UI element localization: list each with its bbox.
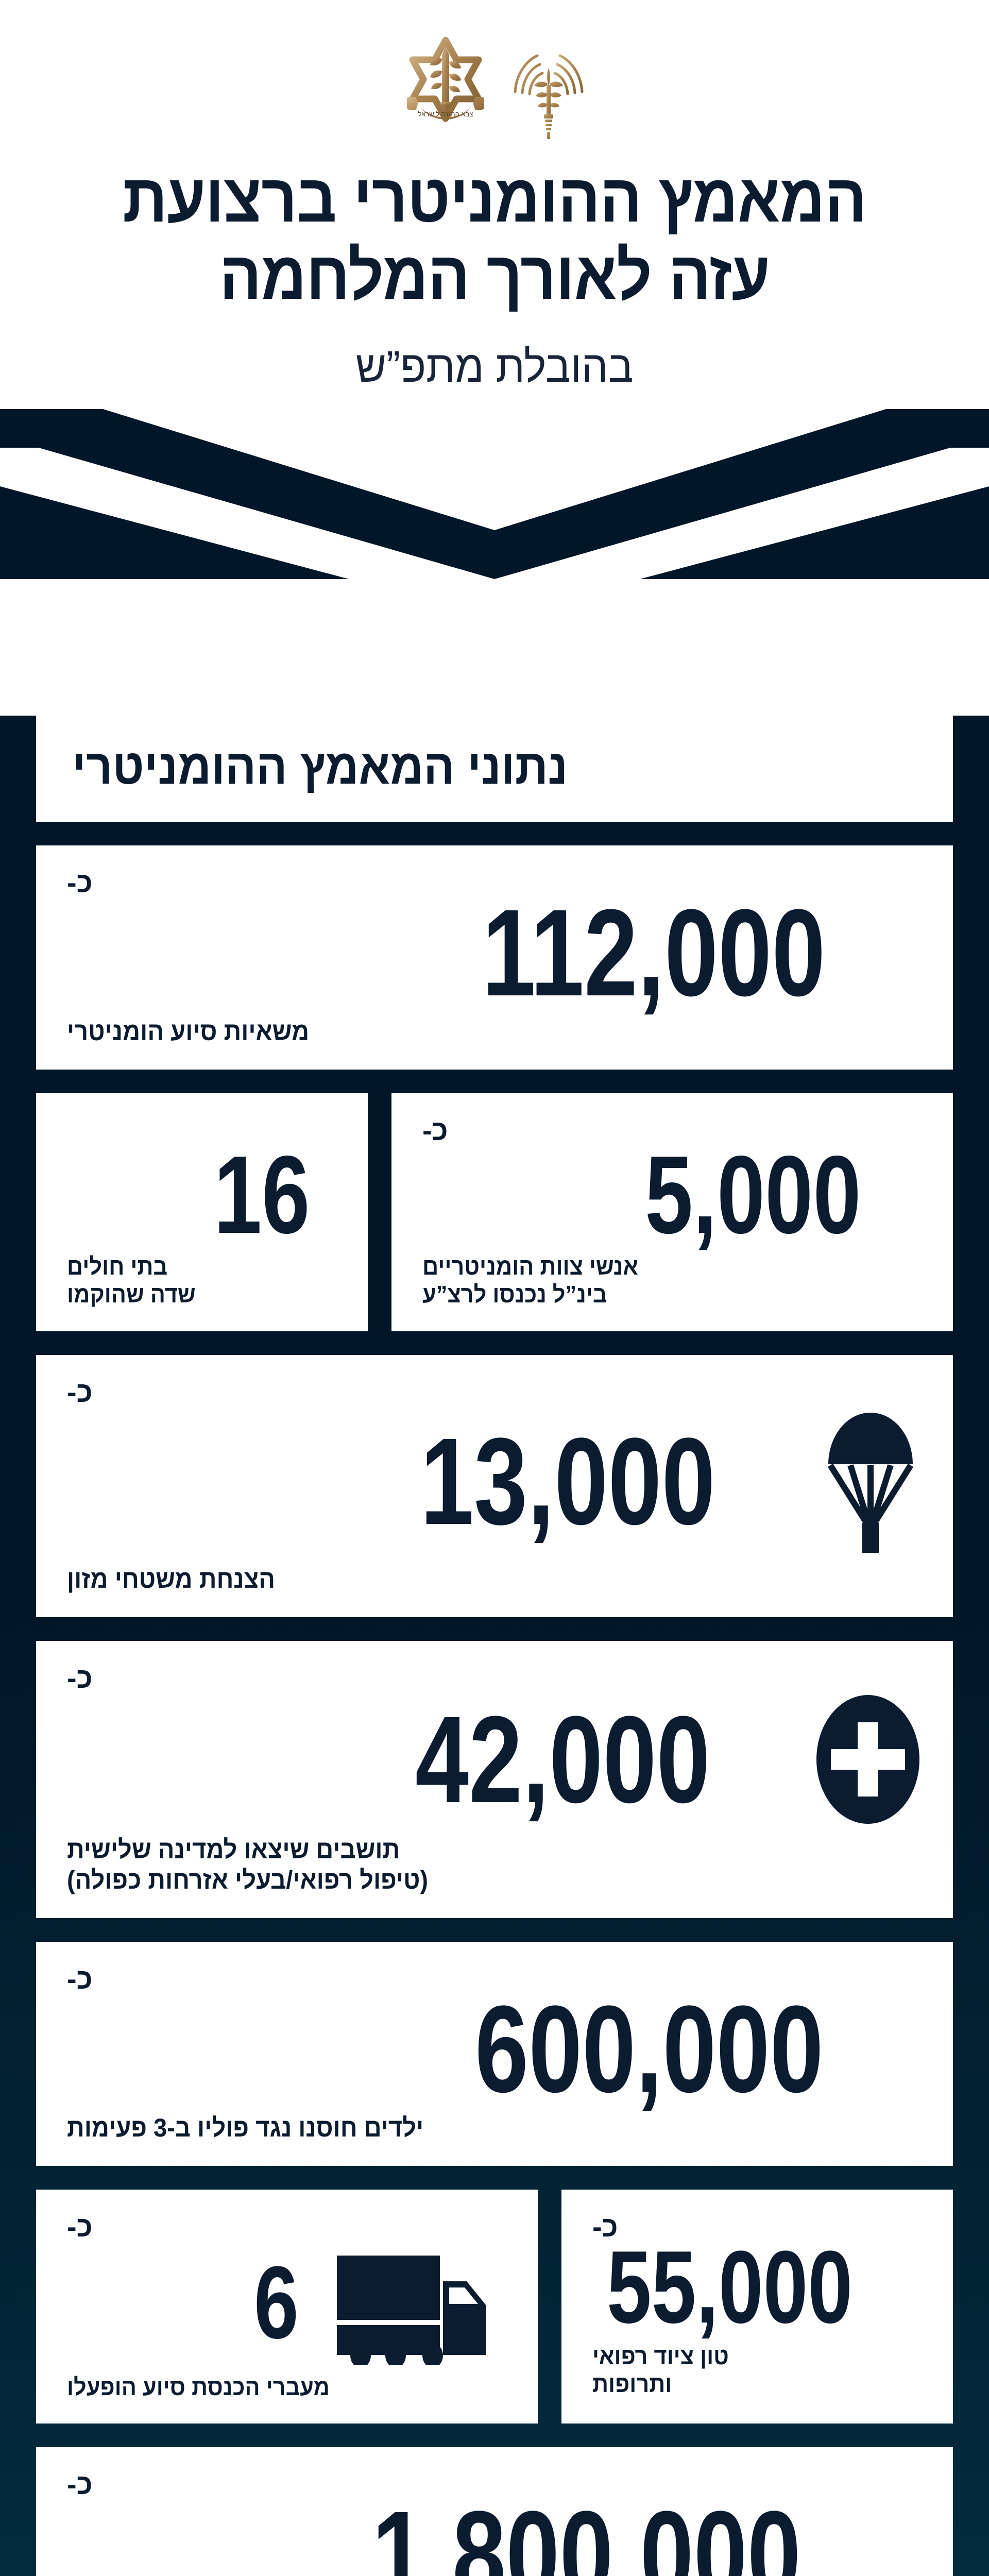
approx-prefix: כ- bbox=[67, 866, 93, 899]
header-title-block: המאמץ ההומניטרי ברצועת עזה לאורך המלחמה … bbox=[0, 139, 989, 392]
stats-body: נתוני המאמץ ההומניטרי כ- 112,000 משאיות … bbox=[0, 715, 989, 2576]
stat-medical-equipment-tons: כ- 55,000 טון ציוד רפואי ותרופות bbox=[561, 2189, 953, 2424]
stat-aid-crossings: כ- 6 מעברי הכנסת סיוע הופעלו bbox=[36, 2189, 538, 2424]
truck-icon bbox=[332, 2241, 507, 2365]
approx-prefix: כ- bbox=[67, 1962, 93, 1995]
stat-caption: טון ציוד רפואי ותרופות bbox=[592, 2342, 729, 2397]
logo-row: צבא ההגנה לישראל bbox=[0, 36, 989, 139]
stat-value: 13,000 bbox=[420, 1412, 715, 1550]
stat-value: 1,800,000 bbox=[372, 2485, 802, 2576]
stat-airdropped-food-pallets: כ- 13,000 הצנחת משטחי מזון bbox=[36, 1354, 953, 1617]
page-title-line-1: המאמץ ההומניטרי ברצועת bbox=[122, 160, 867, 236]
stat-field-hospitals: 16 בתי חולים שדה שהוקמו bbox=[36, 1093, 368, 1331]
page-subtitle: בהובלת מתפ”ש bbox=[355, 342, 634, 392]
stat-humanitarian-trucks: כ- 112,000 משאיות סיוע הומניטרי bbox=[36, 845, 953, 1070]
stat-value: 5,000 bbox=[644, 1132, 861, 1257]
section-title-card: נתוני המאמץ ההומניטרי bbox=[36, 715, 953, 822]
stat-value: 112,000 bbox=[482, 883, 826, 1022]
approx-prefix: כ- bbox=[67, 1661, 93, 1694]
section-title: נתוני המאמץ ההומניטרי bbox=[72, 739, 568, 794]
approx-prefix: כ- bbox=[67, 2467, 93, 2500]
stat-value: 42,000 bbox=[415, 1690, 710, 1828]
stat-international-aid-staff: כ- 5,000 אנשי צוות הומניטריים בינ”ל נכנס… bbox=[391, 1093, 953, 1331]
parachute-icon bbox=[819, 1406, 922, 1556]
approx-prefix: כ- bbox=[67, 2210, 93, 2243]
idf-emblem-logo: צבא ההגנה לישראל bbox=[402, 36, 489, 139]
stat-polio-vaccinated-children: כ- 600,000 ילדים חוסנו נגד פוליו ב-3 פעי… bbox=[36, 1941, 953, 2166]
stat-caption: ילדים חוסנו נגד פוליו ב-3 פעימות bbox=[67, 2113, 424, 2142]
chevron-divider bbox=[0, 409, 989, 579]
stat-caption: הצנחת משטחי מזון bbox=[67, 1564, 276, 1594]
stat-tents-and-tarpaulins: כ- 1,800,000 אוהלים וברזנטים למחסות bbox=[36, 2447, 953, 2576]
approx-prefix: כ- bbox=[67, 1375, 93, 1408]
stat-value: 6 bbox=[253, 2245, 299, 2360]
stat-caption: משאיות סיוע הומניטרי bbox=[67, 1016, 310, 1046]
stat-caption: בתי חולים שדה שהוקמו bbox=[67, 1253, 196, 1308]
stat-value: 55,000 bbox=[607, 2229, 853, 2345]
stat-residents-to-third-country: כ- 42,000 תושבים שיצאו למדינה שלישית (טי… bbox=[36, 1640, 953, 1918]
stat-caption: אנשי צוות הומניטריים בינ”ל נכנסו לרצ”ע bbox=[422, 1253, 639, 1308]
stat-row-medical-crossings: כ- 55,000 טון ציוד רפואי ותרופות כ- 6 bbox=[36, 2189, 953, 2424]
stat-value: 16 bbox=[213, 1132, 310, 1257]
stat-caption: תושבים שיצאו למדינה שלישית (טיפול רפואי/… bbox=[67, 1835, 429, 1894]
medical-cross-icon bbox=[814, 1692, 922, 1826]
page-header: צבא ההגנה לישראל המאמץ ההומניטרי ברצועת … bbox=[0, 0, 989, 579]
approx-prefix: כ- bbox=[422, 1113, 448, 1146]
idf-spokesperson-unit-logo bbox=[510, 36, 587, 144]
stat-caption: מעברי הכנסת סיוע הופעלו bbox=[67, 2373, 330, 2400]
stat-row-staff-hospitals: כ- 5,000 אנשי צוות הומניטריים בינ”ל נכנס… bbox=[36, 1093, 953, 1331]
page-title-line-2: עזה לאורך המלחמה bbox=[219, 238, 770, 314]
stat-value: 600,000 bbox=[475, 1979, 824, 2118]
svg-text:צבא ההגנה לישראל: צבא ההגנה לישראל bbox=[418, 110, 473, 118]
approx-prefix: כ- bbox=[592, 2210, 618, 2243]
